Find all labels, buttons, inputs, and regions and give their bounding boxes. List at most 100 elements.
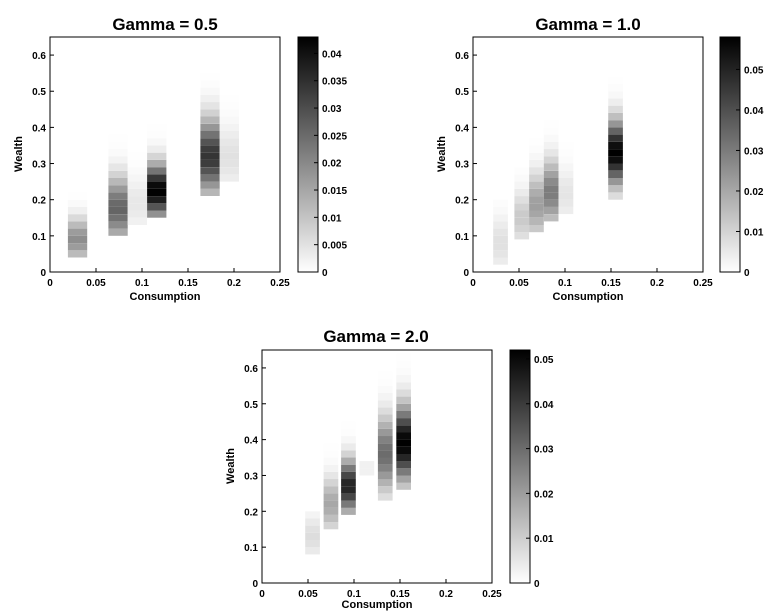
heatmap-cell xyxy=(147,174,167,182)
heatmap-cell xyxy=(147,196,167,204)
heatmap-cell xyxy=(323,471,339,480)
plot-frame xyxy=(261,349,493,584)
colorbar-tick-label: 0.05 xyxy=(744,65,764,76)
heatmap-cell xyxy=(147,87,167,95)
heatmap-cell xyxy=(543,192,559,200)
heatmap-cell xyxy=(147,131,167,139)
heatmap-cell xyxy=(323,457,339,465)
y-tick-label: 0.6 xyxy=(32,51,46,62)
heatmap-cell xyxy=(341,400,356,408)
heatmap-cell xyxy=(323,450,339,458)
x-tick-label: 0.1 xyxy=(347,589,361,600)
colorbar xyxy=(509,349,531,584)
heatmap-cell xyxy=(67,206,88,215)
y-axis-label: Wealth xyxy=(225,448,237,484)
heatmap-cell xyxy=(608,127,623,135)
heatmap-cell xyxy=(219,174,239,182)
axes: 0 0.05 0.1 0.15 0.2 0.25 0 0.1 0.2 0.3 0.4 0.5 0.6 xyxy=(455,51,713,289)
heatmap-cell xyxy=(529,174,544,182)
x-tick-label: 0.2 xyxy=(650,278,664,289)
x-tick-label: 0.25 xyxy=(482,589,502,600)
colorbar-ticks: 0 0.01 0.02 0.03 0.04 0.05 xyxy=(736,65,764,279)
heatmap-cell xyxy=(608,84,623,92)
heatmap-cell xyxy=(396,367,411,376)
y-tick-label: 0.2 xyxy=(455,196,469,207)
heatmap-cell xyxy=(543,156,559,164)
heatmap-cell xyxy=(341,507,356,515)
chart-title: Gamma = 2.0 xyxy=(323,327,428,346)
heatmap-cell xyxy=(67,243,88,251)
x-tick-label: 0.2 xyxy=(439,589,453,600)
heatmap-cell xyxy=(493,257,508,265)
heatmap-cell xyxy=(341,393,356,401)
heatmap-cell xyxy=(341,500,356,508)
panel-gamma-0-5: Gamma = 0.5 0 0.05 0.1 0.15 0.2 0.25 0 0.1 0.2 0.… xyxy=(13,15,347,303)
heatmap-cell xyxy=(514,232,530,240)
heatmap-cell xyxy=(558,163,574,171)
heatmap-cell xyxy=(529,145,544,153)
y-tick-label: 0 xyxy=(40,268,46,279)
heatmap-cell xyxy=(127,152,147,160)
heatmap-cell xyxy=(341,407,356,415)
heatmap-cell xyxy=(529,188,544,196)
heatmap-cell xyxy=(396,382,411,390)
heatmap-cell xyxy=(341,428,356,437)
heatmap-cell xyxy=(558,178,574,186)
colorbar-ticks: 0 0.005 0.01 0.015 0.02 0.025 0.03 0.035 0.04 xyxy=(314,49,347,279)
heatmap-cell xyxy=(543,185,559,193)
heatmap-cell xyxy=(341,385,356,393)
heatmap-cell xyxy=(341,436,356,444)
y-tick-label: 0.2 xyxy=(32,196,46,207)
y-tick-label: 0.3 xyxy=(244,471,258,482)
heatmap-cell xyxy=(305,525,320,533)
heatmap-cell xyxy=(377,378,393,386)
heatmap-cell xyxy=(493,221,508,229)
heatmap-cell xyxy=(608,134,623,142)
heatmap-cell xyxy=(323,493,339,501)
heatmap-cell xyxy=(219,116,239,124)
colorbar-tick-label: 0.01 xyxy=(322,213,342,224)
heatmap-cell xyxy=(529,225,544,233)
heatmap-cell xyxy=(377,436,393,444)
heatmap-cell xyxy=(543,91,559,99)
heatmap-cell xyxy=(543,141,559,149)
colorbar-tick-label: 0.03 xyxy=(322,104,342,115)
heatmap-cell xyxy=(529,203,544,211)
heatmap-cell xyxy=(558,149,574,157)
heatmap-cell xyxy=(219,167,239,175)
heatmap-cell xyxy=(219,152,239,160)
heatmap-cell xyxy=(341,450,356,458)
heatmap-cell xyxy=(147,116,167,124)
heatmap-cell xyxy=(543,127,559,135)
heatmap-cell xyxy=(219,94,239,102)
heatmap-cell xyxy=(377,428,393,437)
heatmap-cell xyxy=(608,156,623,164)
colorbar-tick-label: 0.01 xyxy=(744,227,764,238)
x-axis-label: Consumption xyxy=(130,291,201,303)
heatmap-cell xyxy=(543,149,559,157)
heatmap-cell xyxy=(200,152,220,160)
y-tick-label: 0.3 xyxy=(32,160,46,171)
heatmap-cell xyxy=(514,188,530,196)
heatmap-cell xyxy=(219,123,239,131)
heatmap-cell xyxy=(108,214,128,222)
heatmap-cell xyxy=(608,91,623,99)
heatmap-cell xyxy=(529,196,544,204)
heatmap-cell xyxy=(514,210,530,218)
heatmap-cell xyxy=(305,511,320,519)
colorbar-tick-label: 0.05 xyxy=(534,355,554,366)
y-axis-label: Wealth xyxy=(436,136,448,172)
heatmap-cell xyxy=(147,181,167,189)
heatmap-cell xyxy=(147,138,167,146)
heatmap-cell xyxy=(147,123,167,131)
heatmap-cell xyxy=(377,457,393,465)
axes: 0 0.05 0.1 0.15 0.2 0.25 0 0.1 0.2 0.3 0.4 0.5 0.6 xyxy=(244,364,502,600)
heatmap-cell xyxy=(377,414,393,422)
heatmap-cells xyxy=(305,353,411,555)
heatmap-cell xyxy=(127,196,147,204)
heatmap-cell xyxy=(219,159,239,168)
heatmap-cell xyxy=(514,217,530,225)
heatmap-cell xyxy=(67,250,88,258)
heatmap-cell xyxy=(608,76,623,84)
heatmap-cell xyxy=(108,127,128,135)
